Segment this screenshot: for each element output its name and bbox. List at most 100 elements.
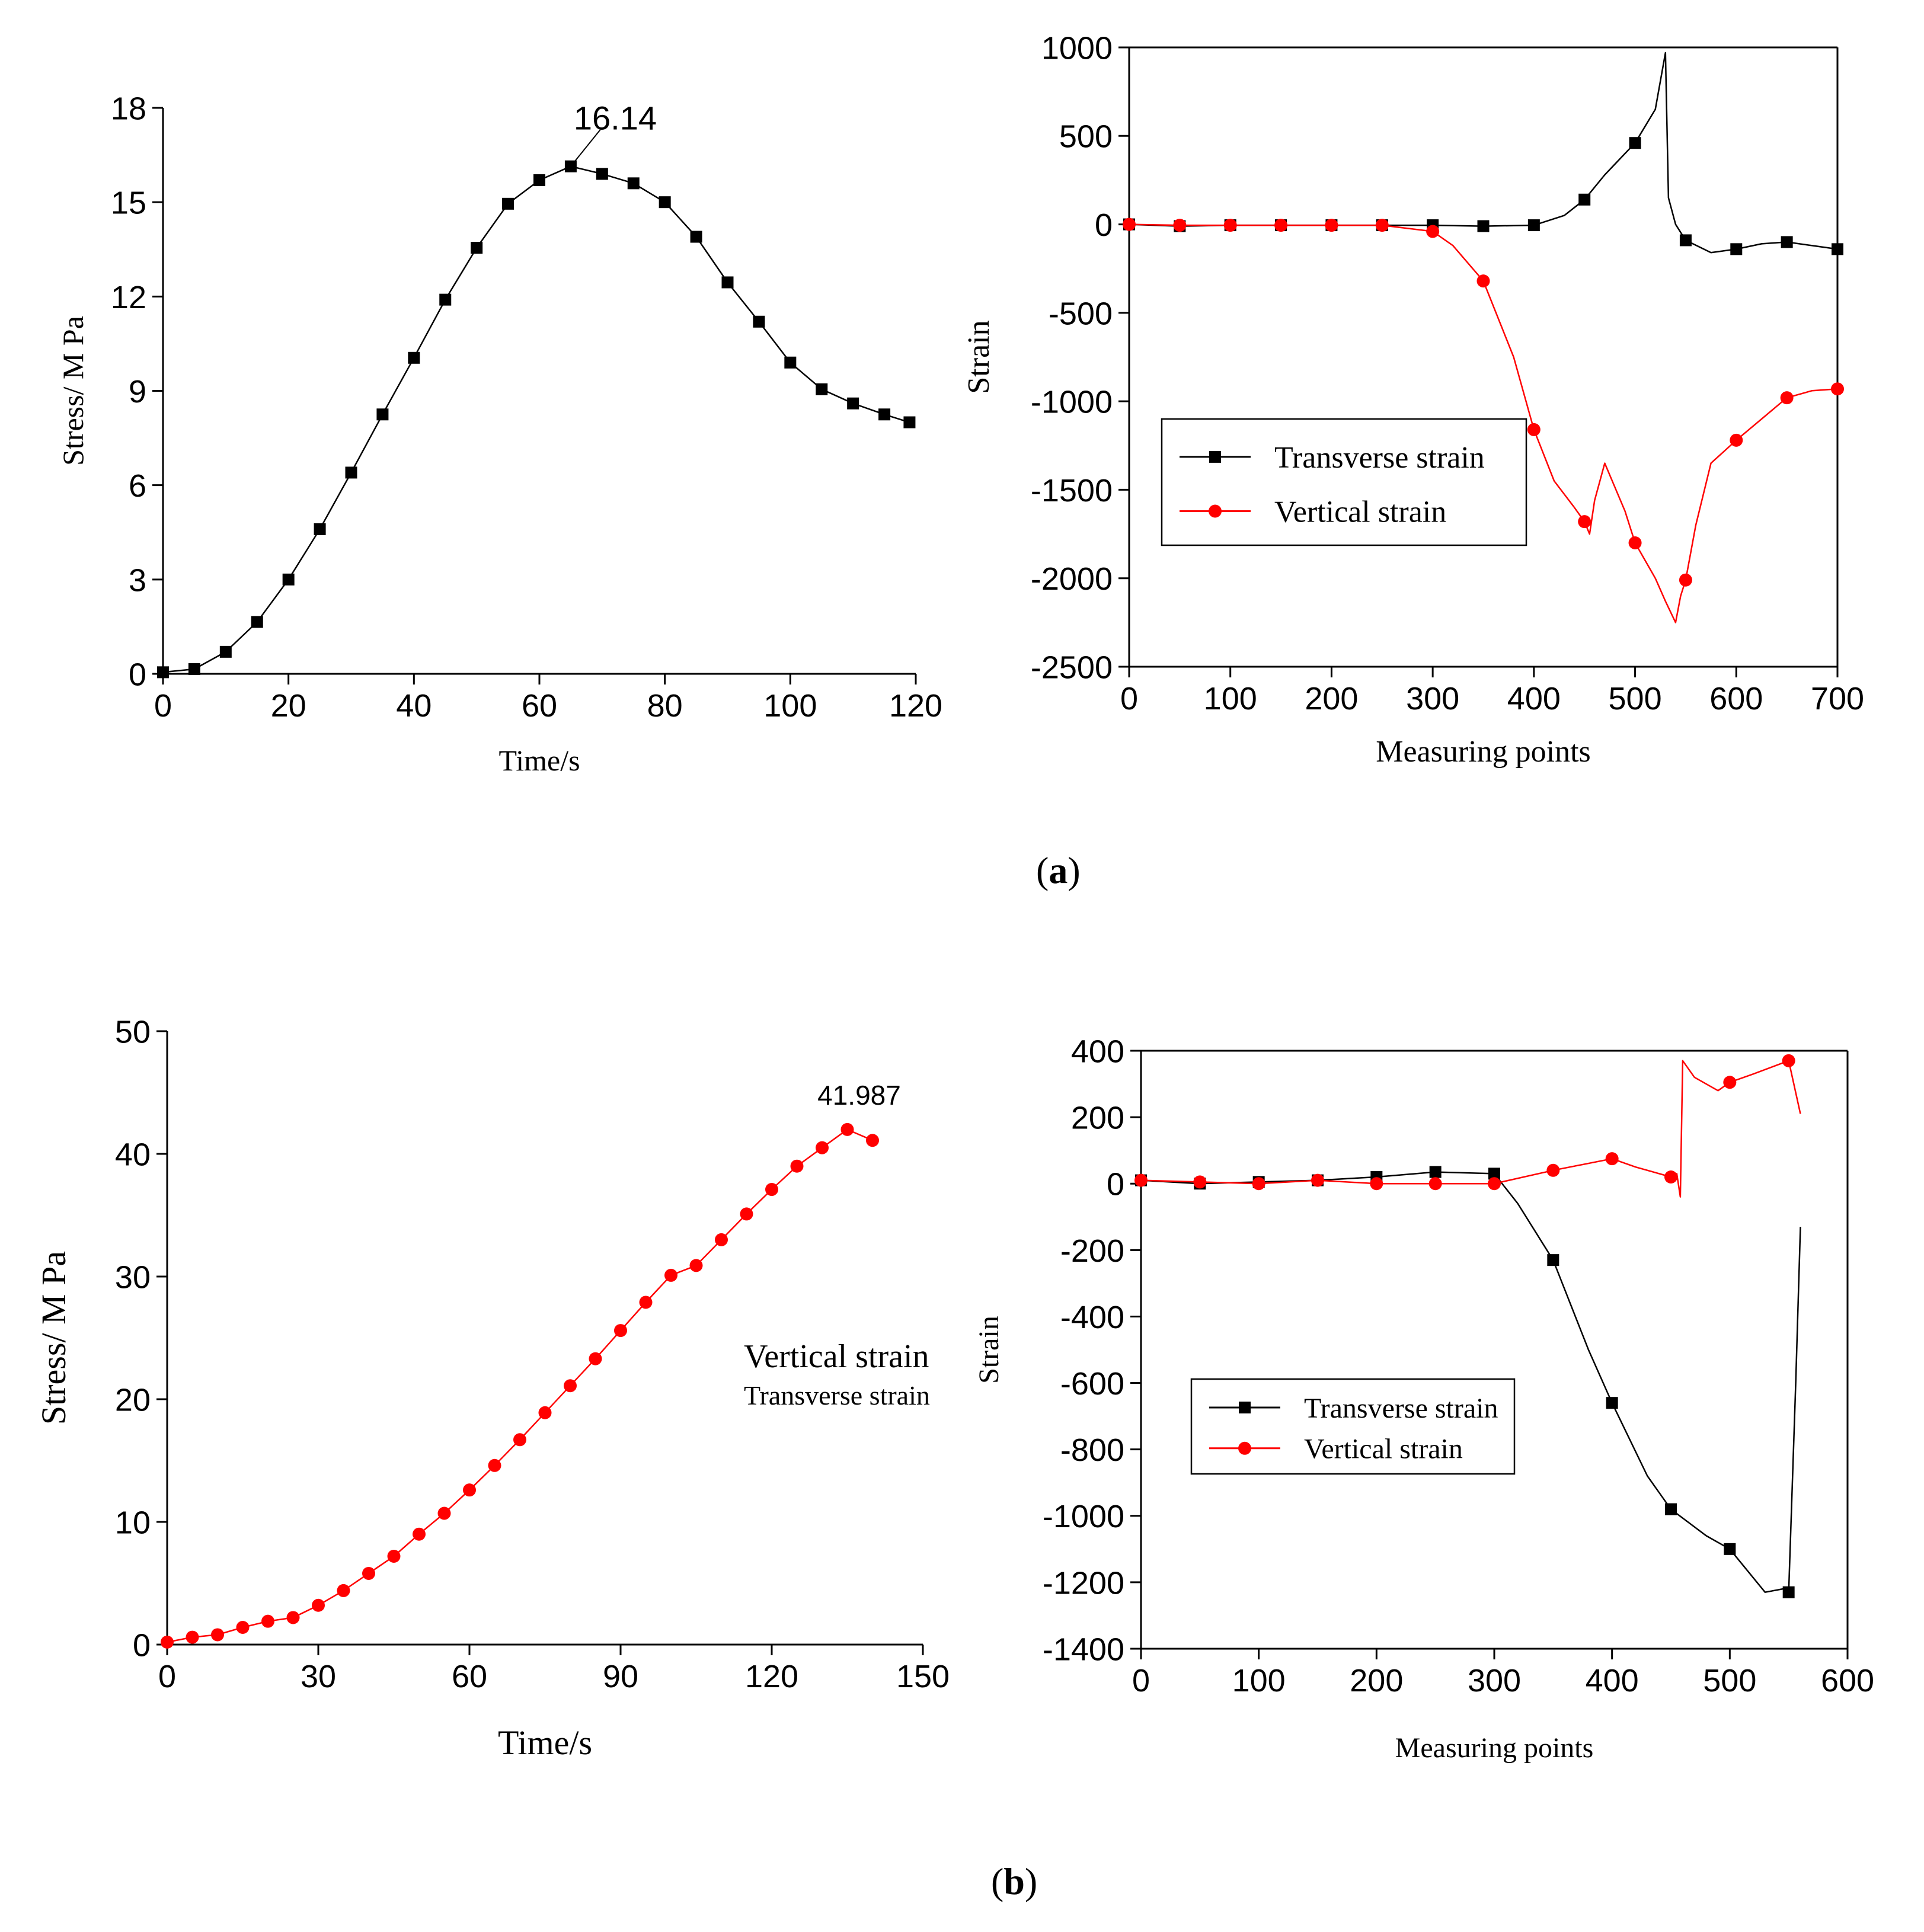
data-point bbox=[387, 1549, 401, 1563]
x-tick-label: 40 bbox=[396, 688, 432, 724]
y-tick-label: 50 bbox=[115, 1014, 151, 1050]
data-point bbox=[1311, 1173, 1324, 1187]
data-point bbox=[1578, 515, 1591, 529]
data-point bbox=[408, 351, 420, 364]
y-tick-label: 400 bbox=[1071, 1034, 1124, 1069]
data-point bbox=[1274, 219, 1288, 232]
legend-marker bbox=[1209, 504, 1222, 518]
x-tick-label: 0 bbox=[154, 688, 172, 724]
y-tick-label: 3 bbox=[129, 562, 146, 598]
y-tick-label: 10 bbox=[115, 1505, 151, 1540]
x-tick-label: 100 bbox=[763, 688, 817, 724]
data-point bbox=[413, 1527, 426, 1541]
data-point bbox=[589, 1352, 602, 1365]
y-axis-label: Strain bbox=[962, 320, 996, 394]
data-point bbox=[211, 1628, 224, 1642]
x-tick-label: 600 bbox=[1709, 681, 1763, 716]
x-tick-label: 100 bbox=[1232, 1663, 1286, 1699]
y-tick-label: 30 bbox=[115, 1259, 151, 1295]
y-tick-label: 15 bbox=[111, 185, 146, 221]
x-tick-label: 100 bbox=[1204, 681, 1257, 716]
x-tick-label: 0 bbox=[1120, 681, 1138, 716]
x-tick-label: 600 bbox=[1821, 1663, 1874, 1699]
data-point bbox=[488, 1458, 501, 1472]
y-tick-label: 6 bbox=[129, 468, 146, 504]
legend-label: Vertical strain bbox=[1304, 1434, 1463, 1465]
data-point bbox=[157, 666, 169, 679]
data-point bbox=[816, 383, 828, 395]
data-point bbox=[1629, 137, 1641, 149]
x-axis-label: Time/s bbox=[498, 1723, 592, 1762]
data-point bbox=[1193, 1175, 1207, 1189]
y-tick-label: 1000 bbox=[1041, 30, 1113, 66]
data-point bbox=[337, 1584, 350, 1597]
data-point bbox=[1477, 220, 1490, 232]
data-point bbox=[1488, 1177, 1501, 1191]
legend-label: Vertical strain bbox=[1274, 495, 1446, 529]
data-point bbox=[1527, 423, 1541, 436]
data-point bbox=[1488, 1167, 1500, 1180]
data-point bbox=[740, 1207, 753, 1221]
y-tick-label: 200 bbox=[1071, 1101, 1124, 1136]
data-point bbox=[513, 1433, 526, 1447]
data-point bbox=[1628, 536, 1642, 549]
x-tick-label: 60 bbox=[452, 1659, 487, 1694]
data-point bbox=[1173, 219, 1187, 232]
x-tick-label: 300 bbox=[1406, 681, 1459, 716]
chart-panel-a-left: 0 20 40 60 80 100 120 0 3 6 9 12 15 18 Time/s Stress/ M… bbox=[56, 91, 942, 777]
data-point bbox=[1780, 391, 1794, 405]
data-point bbox=[1223, 219, 1237, 232]
y-tick-label: 12 bbox=[111, 280, 146, 315]
data-point bbox=[689, 1259, 703, 1272]
y-tick-label: 0 bbox=[1107, 1167, 1124, 1202]
data-point bbox=[753, 315, 765, 328]
data-point bbox=[564, 1379, 577, 1393]
x-tick-label: 30 bbox=[301, 1659, 336, 1694]
data-point bbox=[376, 408, 389, 421]
data-point bbox=[903, 416, 916, 428]
x-tick-label: 0 bbox=[158, 1659, 176, 1694]
y-tick-label: -1500 bbox=[1031, 473, 1113, 508]
data-point bbox=[1429, 1166, 1442, 1178]
caption-b-label: b bbox=[1003, 1860, 1025, 1902]
data-point bbox=[1476, 274, 1490, 288]
y-tick-label: 0 bbox=[133, 1627, 151, 1663]
data-point bbox=[1782, 1054, 1795, 1067]
data-point bbox=[765, 1183, 778, 1197]
data-point bbox=[1375, 219, 1389, 232]
x-axis-label: Time/s bbox=[498, 744, 580, 777]
x-tick-label: 500 bbox=[1703, 1663, 1756, 1699]
y-tick-label: -200 bbox=[1060, 1233, 1124, 1269]
y-axis-label: Strain bbox=[973, 1316, 1005, 1384]
data-point bbox=[1679, 234, 1692, 247]
y-tick-label: -800 bbox=[1060, 1432, 1124, 1468]
data-point bbox=[282, 573, 295, 586]
annotation-leader bbox=[570, 129, 601, 167]
legend-marker bbox=[1209, 450, 1221, 463]
data-point bbox=[538, 1406, 552, 1419]
x-axis-label: Measuring points bbox=[1376, 735, 1591, 769]
y-tick-label: 40 bbox=[115, 1137, 151, 1172]
x-tick-label: 20 bbox=[271, 688, 306, 724]
data-point bbox=[437, 1506, 451, 1520]
caption-a-label: a bbox=[1049, 849, 1068, 891]
series-line-transverse-strain bbox=[1140, 1171, 1801, 1593]
x-tick-label: 150 bbox=[896, 1659, 950, 1694]
y-axis-label: Stress/ M Pa bbox=[56, 316, 90, 466]
data-point bbox=[312, 1598, 325, 1612]
legend: Transverse strain Vertical strain bbox=[1161, 418, 1527, 546]
data-point bbox=[664, 1268, 677, 1282]
chart-panel-a-right: 0 100 200 300 400 500 600 700 -2500 -2000 -1500 -10… bbox=[962, 30, 1864, 769]
data-point bbox=[1547, 1254, 1559, 1266]
legend-marker bbox=[1239, 1402, 1251, 1413]
data-point bbox=[1426, 225, 1440, 238]
y-tick-label: -1200 bbox=[1043, 1565, 1124, 1601]
data-point bbox=[251, 616, 263, 628]
data-point bbox=[261, 1614, 274, 1628]
data-point bbox=[690, 231, 702, 243]
legend-box bbox=[1190, 1378, 1516, 1475]
data-point bbox=[1252, 1177, 1265, 1191]
chart-panel-b-left: 0 30 60 90 120 150 0 10 20 30 40 50 Time/s Stress/ M … bbox=[34, 1014, 950, 1762]
data-point bbox=[1664, 1170, 1677, 1184]
